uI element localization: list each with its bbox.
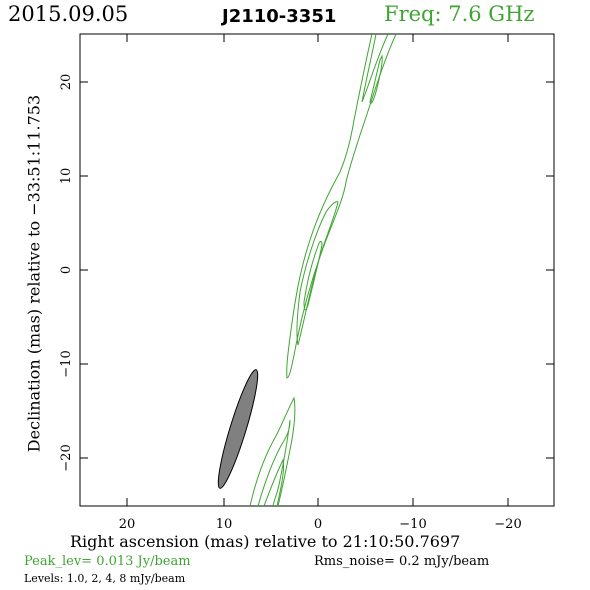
x-tick-label: 20 [119,517,136,532]
x-tick-label: 0 [314,517,322,532]
contours [249,34,397,506]
contour-mid-upper [361,34,389,103]
frequency-label: Freq: 7.6 GHz [384,2,535,26]
y-tick-label: −10 [59,350,74,377]
rms-noise: Rms_noise= 0.2 mJy/beam [314,554,490,569]
y-axis-label: Declination (mas) relative to −33:51:11.… [24,94,44,453]
tick-marks [80,34,554,506]
x-axis-label: Right ascension (mas) relative to 21:10:… [70,532,461,551]
contour-mid-core [296,201,339,346]
y-tick-label: 20 [59,74,74,91]
contour-inner-core [303,240,323,311]
y-tick-label: 0 [59,266,74,274]
contour-levels: Levels: 1.0, 2, 4, 8 mJy/beam [24,572,186,585]
contour-inner-upper [369,54,383,104]
source-name: J2110-3351 [222,6,337,27]
contour-inner-lower [263,458,284,506]
peak-level: Peak_lev= 0.013 Jy/beam [24,554,191,569]
observation-date: 2015.09.05 [8,2,129,26]
x-tick-label: 10 [216,517,233,532]
contour-outer-upper [286,34,397,379]
y-tick-label: 10 [59,168,74,185]
contour-mid-lower [257,419,291,506]
x-tick-label: −20 [494,517,521,532]
beam-ellipse [217,369,259,489]
x-tick-label: −10 [399,517,426,532]
contour-outer-lower [249,396,296,506]
y-tick-label: −20 [59,444,74,471]
